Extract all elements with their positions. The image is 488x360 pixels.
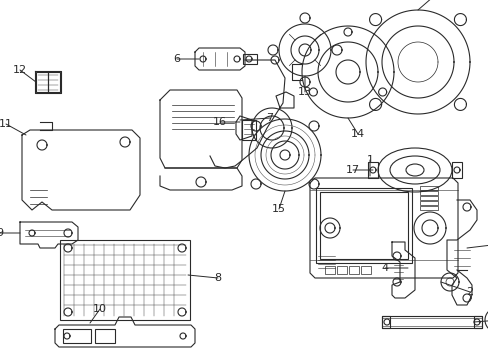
Text: 6: 6 [173,54,180,64]
Bar [381,316,481,328]
Text: 7: 7 [266,113,273,123]
Bar [48,72,60,92]
Text: 4: 4 [381,263,388,273]
Bar [315,188,411,263]
Text: 11: 11 [0,119,13,129]
Bar [360,266,370,274]
Text: 1: 1 [366,155,373,165]
Bar [419,206,437,210]
Bar [451,162,461,178]
Bar [95,329,115,343]
Text: 8: 8 [214,273,221,283]
Text: 2: 2 [466,287,472,297]
Text: 14: 14 [350,129,365,139]
Bar [63,329,91,343]
Text: 13: 13 [297,87,311,97]
Bar [336,266,346,274]
Text: 18: 18 [425,0,439,2]
Bar [325,266,334,274]
Bar [419,191,437,195]
Bar [367,162,377,178]
Bar [348,266,358,274]
Bar [319,192,407,259]
Bar [419,196,437,200]
Text: 15: 15 [271,204,285,214]
Bar [381,316,389,328]
Text: 16: 16 [213,117,226,127]
Text: 9: 9 [0,228,3,238]
Bar [419,201,437,205]
Bar [60,240,190,320]
Bar [243,54,257,64]
Bar [473,316,481,328]
Text: 17: 17 [345,165,359,175]
Text: 10: 10 [93,304,107,314]
Bar [381,318,481,326]
Bar [419,186,437,190]
Bar [36,72,48,92]
Bar [242,120,256,140]
Text: 12: 12 [13,65,27,75]
